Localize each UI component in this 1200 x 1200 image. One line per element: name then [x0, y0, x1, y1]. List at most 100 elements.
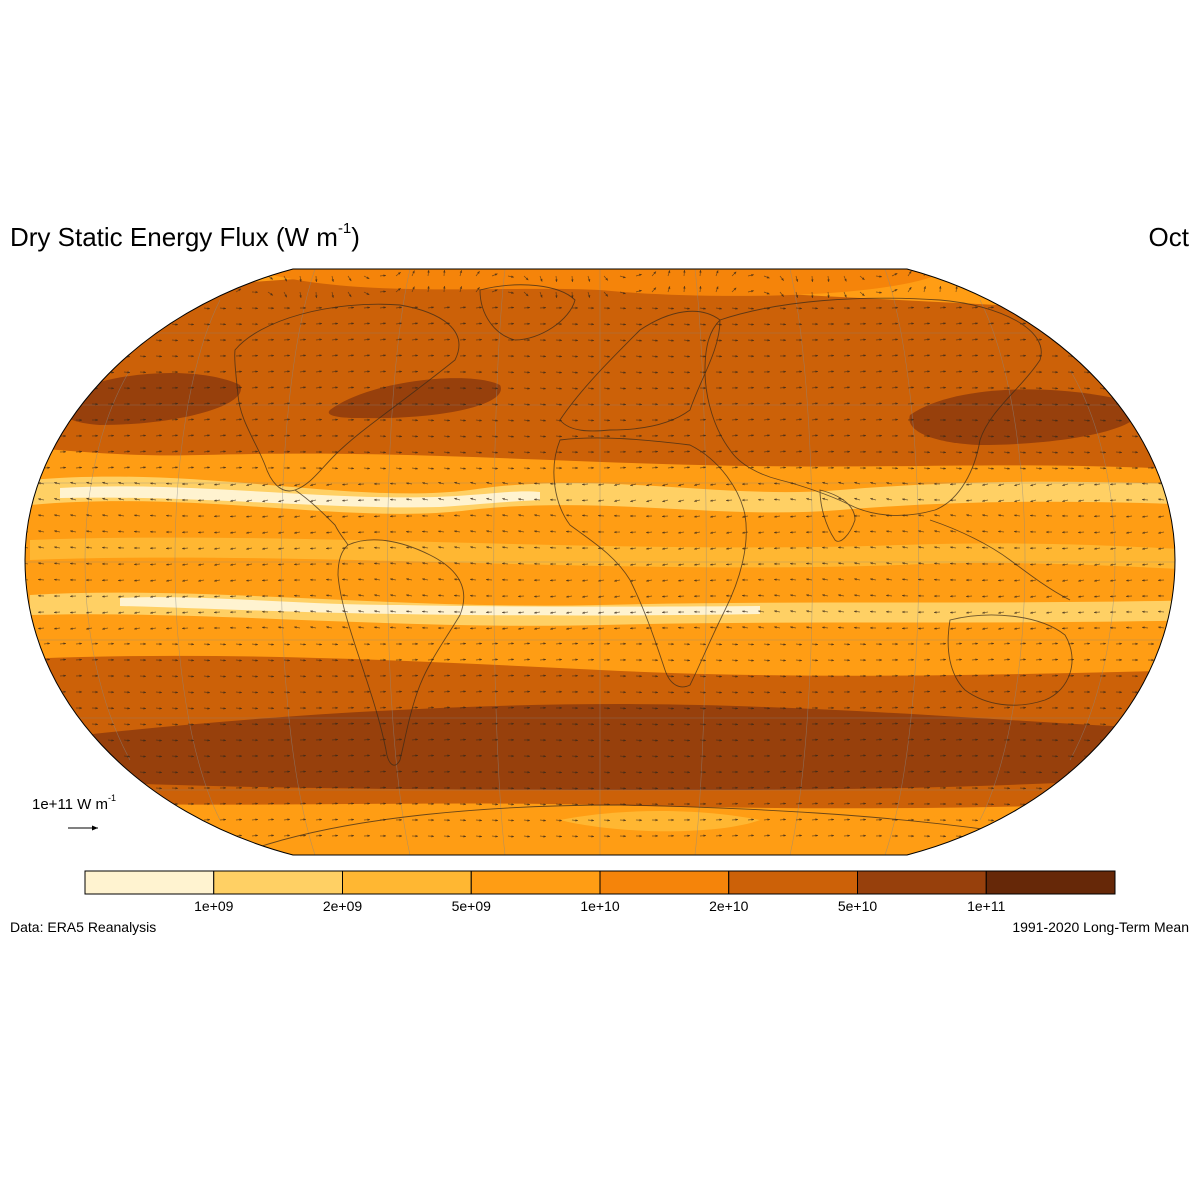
flux-vector-head — [442, 270, 446, 273]
flux-vector-head — [319, 450, 322, 454]
flux-vector-head — [751, 418, 754, 421]
flux-vector-head — [571, 295, 574, 298]
flux-vector — [59, 819, 67, 822]
flux-vector-head — [847, 338, 850, 342]
flux-vector-head — [294, 499, 298, 503]
flux-vector-head — [463, 467, 466, 470]
flux-vector-head — [895, 386, 898, 389]
flux-vector-head — [847, 418, 850, 421]
flux-vector-head — [975, 402, 978, 406]
flux-vector-head — [486, 578, 489, 581]
flux-vector-head — [38, 546, 41, 549]
flux-vector-head — [511, 419, 514, 422]
flux-vector — [1147, 387, 1154, 390]
flux-vector — [1163, 371, 1170, 374]
flux-vector-head — [781, 293, 784, 297]
flux-vector-head — [454, 481, 458, 485]
flux-vector-head — [575, 322, 578, 326]
coast-australia — [947, 614, 1073, 706]
flux-vector-head — [299, 295, 302, 298]
flux-vector — [123, 307, 130, 310]
flux-vector-head — [623, 466, 626, 470]
flux-vector-head — [278, 515, 281, 518]
flux-vector — [1163, 723, 1170, 726]
flux-vector-head — [751, 273, 754, 277]
flux-vector-head — [699, 286, 702, 289]
flux-vector-head — [1087, 435, 1090, 438]
flux-vector-head — [255, 418, 258, 421]
flux-vector-head — [22, 578, 25, 581]
flux-vector — [123, 787, 131, 789]
flux-vector-head — [591, 387, 594, 390]
flux-vector-head — [1046, 563, 1049, 566]
flux-vector — [107, 771, 114, 774]
flux-vector-head — [1062, 483, 1065, 487]
flux-vector-head — [374, 530, 377, 534]
flux-vector-head — [239, 322, 242, 326]
flux-vector-head — [511, 451, 514, 454]
flux-vector-head — [1030, 483, 1034, 487]
flux-vector-head — [726, 515, 729, 518]
flux-vector-head — [271, 354, 274, 357]
flux-vector-head — [223, 354, 226, 358]
flux-vector-head — [31, 322, 34, 326]
flux-vector-head — [527, 419, 530, 422]
flux-vector-head — [463, 435, 466, 438]
flux-vector — [59, 403, 67, 405]
flux-vector-head — [1126, 515, 1129, 518]
flux-vector-head — [799, 307, 802, 310]
flux-vector-head — [246, 515, 249, 518]
flux-vector — [107, 291, 114, 296]
flux-vector — [1099, 771, 1106, 774]
flux-vector-head — [767, 307, 770, 310]
flux-vector — [91, 323, 98, 326]
flux-vector-head — [854, 530, 857, 533]
flux-vector-head — [638, 273, 642, 277]
flux-vector-head — [943, 370, 946, 373]
flux-vector-head — [534, 530, 537, 533]
flux-vector-head — [566, 562, 569, 566]
flux-vector-head — [879, 354, 882, 357]
flux-vector-head — [863, 434, 866, 438]
flux-vector-head — [1039, 435, 1042, 438]
flux-vector-head — [442, 286, 446, 289]
flux-vector-head — [1135, 322, 1138, 326]
flux-vector-head — [143, 323, 146, 326]
flux-vector — [1083, 771, 1091, 774]
flux-vector-head — [719, 339, 722, 342]
flux-vector-head — [287, 370, 290, 373]
flux-vector-head — [383, 338, 386, 341]
flux-vector-head — [271, 434, 274, 437]
flux-vector-head — [607, 387, 610, 390]
flux-vector-head — [351, 370, 354, 373]
flux-vector-head — [223, 322, 226, 326]
flux-vector — [91, 771, 98, 774]
flux-vector-head — [310, 562, 313, 566]
flux-vector-head — [463, 322, 466, 325]
flux-vector-head — [143, 818, 146, 822]
flux-vector-head — [511, 403, 514, 406]
flux-vector-head — [246, 499, 249, 503]
flux-vector-head — [972, 286, 975, 290]
flux-vector — [139, 272, 146, 277]
flux-vector-head — [374, 515, 377, 518]
flux-vector-head — [182, 498, 185, 502]
flux-vector-head — [431, 322, 434, 325]
flux-vector-head — [687, 434, 690, 437]
flux-vector-head — [399, 402, 402, 406]
flux-vector-head — [207, 370, 210, 374]
flux-vector-head — [623, 306, 626, 310]
flux-vector-head — [1151, 739, 1154, 742]
flux-vector-head — [1094, 531, 1097, 534]
flux-vector-head — [1110, 547, 1113, 550]
flux-vector-head — [134, 546, 137, 550]
flux-vector-head — [1167, 771, 1170, 774]
flux-vector — [1019, 275, 1026, 280]
flux-vector — [1163, 355, 1170, 358]
flux-vector-head — [383, 322, 386, 325]
flux-vector-head — [671, 339, 674, 342]
band-north-subtropic-core — [60, 486, 540, 508]
flux-vector-head — [438, 562, 441, 565]
flux-vector — [955, 270, 958, 277]
flux-vector-head — [479, 370, 482, 374]
